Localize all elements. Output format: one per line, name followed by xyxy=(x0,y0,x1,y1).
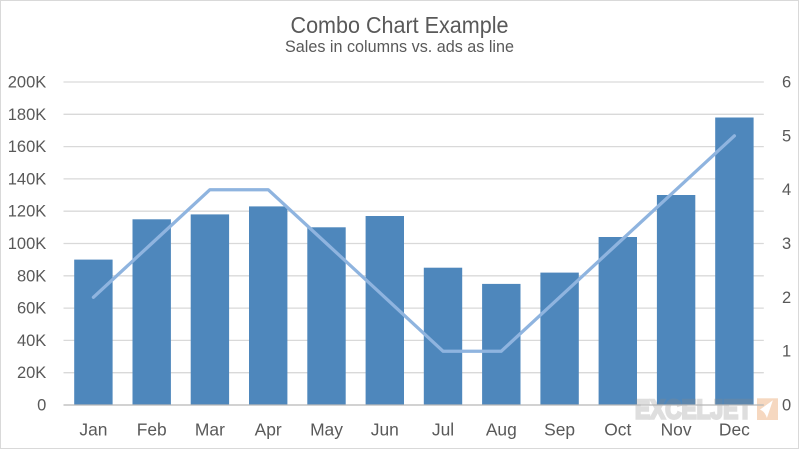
svg-text:60K: 60K xyxy=(17,300,46,318)
svg-text:Oct: Oct xyxy=(604,419,631,439)
svg-text:140K: 140K xyxy=(8,170,47,188)
svg-text:Dec: Dec xyxy=(719,419,750,439)
svg-text:Sep: Sep xyxy=(544,419,575,439)
svg-text:20K: 20K xyxy=(17,364,46,382)
svg-text:Nov: Nov xyxy=(661,419,692,439)
svg-text:0: 0 xyxy=(782,397,791,415)
svg-text:EXCELJET: EXCELJET xyxy=(635,394,752,424)
svg-text:Jan: Jan xyxy=(79,419,107,439)
svg-text:180K: 180K xyxy=(8,106,47,124)
svg-text:Feb: Feb xyxy=(137,419,167,439)
svg-text:Combo Chart Example: Combo Chart Example xyxy=(291,12,509,38)
svg-text:200K: 200K xyxy=(8,74,47,92)
svg-text:120K: 120K xyxy=(8,203,47,221)
svg-text:Apr: Apr xyxy=(255,419,282,439)
svg-text:Mar: Mar xyxy=(195,419,225,439)
svg-text:1: 1 xyxy=(782,343,791,361)
svg-text:80K: 80K xyxy=(17,267,46,285)
svg-text:40K: 40K xyxy=(17,332,46,350)
svg-text:May: May xyxy=(310,419,343,439)
svg-text:5: 5 xyxy=(782,127,791,145)
svg-text:160K: 160K xyxy=(8,138,47,156)
svg-text:Jun: Jun xyxy=(371,419,399,439)
svg-text:100K: 100K xyxy=(8,235,47,253)
svg-text:Sales in columns vs. ads as li: Sales in columns vs. ads as line xyxy=(285,38,514,56)
svg-text:6: 6 xyxy=(782,74,791,92)
svg-text:Aug: Aug xyxy=(486,419,517,439)
svg-text:0: 0 xyxy=(37,397,46,415)
svg-text:Jul: Jul xyxy=(432,419,454,439)
svg-text:3: 3 xyxy=(782,235,791,253)
svg-text:2: 2 xyxy=(782,289,791,307)
svg-text:4: 4 xyxy=(782,181,791,199)
